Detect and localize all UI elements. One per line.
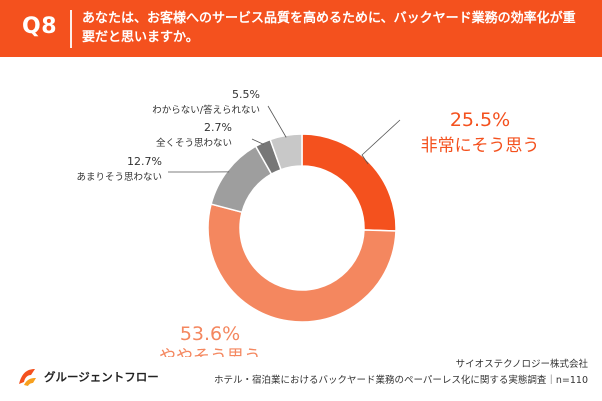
- leader-line-3: [251, 138, 264, 145]
- footer-company: サイオステクノロジー株式会社: [455, 359, 588, 370]
- donut-chart: 25.5% 非常にそう思う 53.6% ややそう思う 12.7% あまりそう思わない 2.7…: [76, 88, 539, 357]
- value-label-4: 5.5%: [232, 88, 260, 101]
- donut-slices: [207, 133, 397, 323]
- question-text: あなたは、お客様へのサービス品質を高めるために、バックヤード業務の効率化が重要だ…: [82, 11, 576, 45]
- question-header: Q8 あなたは、お客様へのサービス品質を高めるために、バックヤード業務の効率化が…: [0, 0, 602, 57]
- value-label-3: 2.7%: [204, 121, 232, 134]
- value-label-0: 25.5%: [450, 109, 510, 131]
- category-label-4: わからない/答えられない: [152, 104, 260, 116]
- category-label-0: 非常にそう思う: [421, 136, 540, 156]
- category-label-2: あまりそう思わない: [76, 172, 162, 183]
- leader-line-0: [361, 119, 401, 165]
- footer-note: ホテル・宿泊業におけるバックヤード業務のペーパーレス化に関する実態調査｜n=11…: [213, 375, 588, 386]
- slice-0: [301, 133, 397, 232]
- question-number: Q8: [22, 14, 58, 39]
- leader-line-4: [267, 105, 287, 138]
- slice-labels: 25.5% 非常にそう思う 53.6% ややそう思う 12.7% あまりそう思わない 2.7…: [76, 88, 539, 357]
- category-label-3: 全くそう思わない: [156, 137, 232, 149]
- leader-lines: [168, 105, 401, 173]
- brand-logo: グルージェントフロー: [16, 362, 159, 392]
- slice-1: [207, 203, 397, 323]
- logo-icon: [19, 369, 36, 386]
- value-label-2: 12.7%: [127, 155, 162, 168]
- slice-4: [269, 133, 303, 171]
- logo-text: グルージェントフロー: [44, 370, 159, 384]
- value-label-1: 53.6%: [180, 323, 240, 345]
- header-divider: [70, 10, 72, 48]
- category-label-1: ややそう思う: [159, 347, 261, 357]
